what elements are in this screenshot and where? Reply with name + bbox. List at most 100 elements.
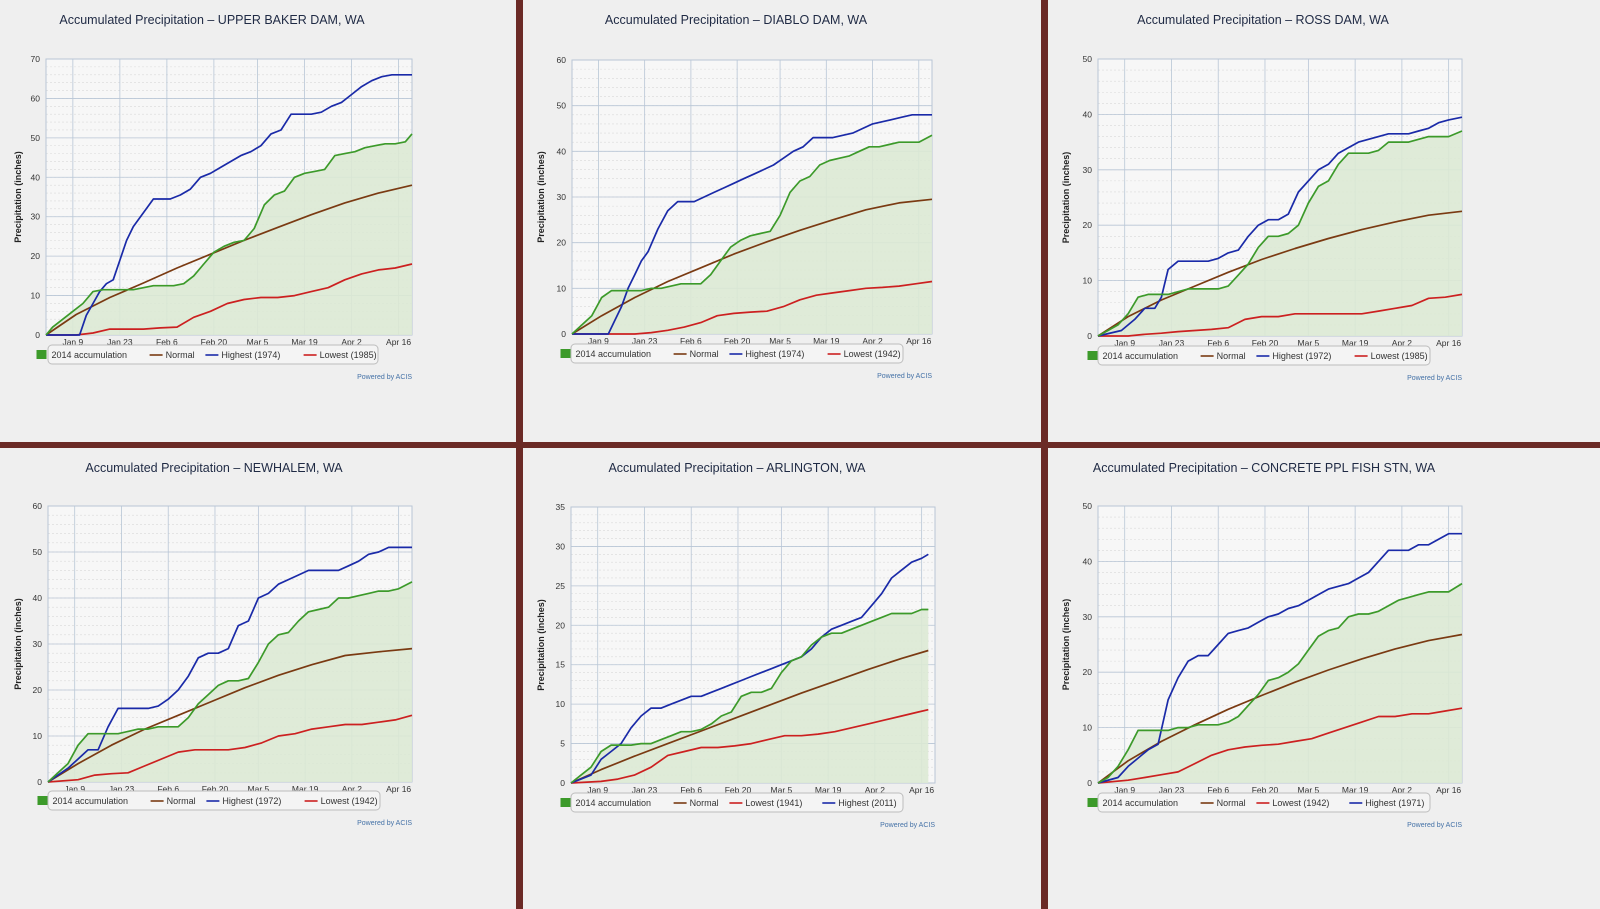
x-tick-label: Jan 9: [588, 336, 609, 346]
y-tick-label: 0: [1087, 331, 1092, 341]
chart-svg: 0 10 20 30 40 50 60 Jan 9 Jan 23 Feb 6 Feb 20 Mar 5…: [536, 13, 933, 380]
series-line-highest-1972: [1097, 116, 1463, 337]
y-tick-label: 60: [557, 55, 567, 65]
series-line-highest-1971: [1097, 532, 1462, 784]
x-tick-label: Jan 23: [632, 785, 658, 795]
x-tick-label: Apr 16: [386, 337, 411, 347]
series-line-lowest-1941: [570, 708, 929, 784]
legend-item-2014-accumulation: 2014 accumulation: [52, 350, 128, 360]
legend-item-highest-1972: Highest (1972): [1272, 351, 1331, 361]
y-tick-label: 30: [557, 192, 567, 202]
y-tick-label: 15: [556, 660, 566, 670]
series-line-highest-1972: [47, 546, 412, 783]
legend-item-normal: Normal: [166, 350, 195, 360]
y-axis-title: Precipitation (inches): [536, 599, 546, 691]
x-tick-label: Mar 19: [1342, 785, 1369, 795]
y-tick-label: 50: [31, 133, 41, 143]
series-line-normal: [570, 649, 929, 784]
x-tick-label: Mar 5: [247, 337, 269, 347]
y-tick-label: 0: [37, 777, 42, 787]
legend-swatch: [1087, 798, 1098, 807]
series-area-2014-accumulation: [571, 609, 929, 783]
x-tick-label: Feb 20: [201, 337, 228, 347]
chart-title: Accumulated Precipitation – CONCRETE PPL…: [1093, 461, 1436, 475]
legend-swatch: [1087, 351, 1098, 360]
series-line-lowest-1942: [1097, 707, 1463, 784]
x-tick-label: Feb 20: [202, 784, 229, 794]
x-tick-label: Apr 2: [1392, 338, 1413, 348]
series-line-normal: [571, 198, 933, 335]
x-tick-label: Jan 9: [587, 785, 608, 795]
series-line-normal: [1097, 210, 1463, 337]
x-tick-label: Apr 2: [341, 337, 362, 347]
y-tick-label: 20: [556, 620, 566, 630]
legend-swatch: [37, 796, 48, 805]
series-line-lowest-1942: [47, 714, 413, 783]
x-tick-label: Feb 20: [724, 336, 751, 346]
x-tick-label: Feb 6: [680, 336, 702, 346]
x-tick-label: Jan 23: [109, 784, 135, 794]
legend-item-lowest-1942: Lowest (1942): [321, 796, 378, 806]
legend-item-lowest-1985: Lowest (1985): [1371, 351, 1428, 361]
y-tick-label: 30: [1083, 165, 1093, 175]
y-tick-label: 50: [1083, 501, 1093, 511]
x-tick-label: Apr 2: [1392, 785, 1413, 795]
y-tick-label: 0: [35, 330, 40, 340]
y-tick-label: 20: [1083, 220, 1093, 230]
y-axis-title: Precipitation (inches): [13, 151, 23, 243]
series-area-2014-accumulation: [572, 135, 932, 334]
x-tick-label: Jan 23: [107, 337, 133, 347]
series-line-2014-accumulation: [45, 133, 413, 336]
y-tick-label: 25: [556, 581, 566, 591]
y-tick-label: 0: [1087, 778, 1092, 788]
powered-by-credit: Powered by ACIS: [877, 373, 932, 380]
x-tick-label: Apr 2: [862, 336, 883, 346]
y-tick-label: 10: [1083, 723, 1093, 733]
chart-panel-1: 0 10 20 30 40 50 60 70 Jan 9 Jan 23 Feb 6 Feb 20 Mar…: [0, 0, 516, 442]
x-tick-label: Jan 9: [64, 784, 85, 794]
legend-item-highest-1974: Highest (1974): [221, 350, 280, 360]
y-axis-title: Precipitation (inches): [1061, 599, 1071, 691]
x-tick-label: Apr 2: [342, 784, 363, 794]
x-tick-label: Feb 6: [1207, 338, 1229, 348]
y-tick-label: 40: [1083, 556, 1093, 566]
series-line-2014-accumulation: [47, 581, 413, 783]
chart-panel-6: 0 10 20 30 40 50 Jan 9 Jan 23 Feb 6 Feb 20 Mar 5 Ma…: [1048, 448, 1600, 909]
chart-panel-3: 0 10 20 30 40 50 Jan 9 Jan 23 Feb 6 Feb 20 Mar 5 Ma…: [1048, 0, 1600, 442]
x-tick-label: Jan 9: [62, 337, 83, 347]
y-tick-label: 35: [556, 502, 566, 512]
x-tick-label: Feb 20: [1252, 338, 1279, 348]
x-tick-label: Feb 6: [680, 785, 702, 795]
y-tick-label: 60: [33, 501, 43, 511]
y-tick-label: 30: [556, 541, 566, 551]
x-tick-label: Mar 19: [815, 785, 842, 795]
y-tick-label: 30: [1083, 612, 1093, 622]
y-tick-label: 10: [557, 283, 567, 293]
series-line-lowest-1942: [572, 280, 933, 335]
series-area-2014-accumulation: [1098, 583, 1462, 783]
x-tick-label: Mar 5: [771, 785, 793, 795]
y-tick-label: 70: [31, 54, 41, 64]
x-tick-label: Jan 9: [1114, 338, 1135, 348]
y-tick-label: 10: [556, 699, 566, 709]
powered-by-credit: Powered by ACIS: [1407, 375, 1462, 382]
chart-svg: 0 5 10 15 20 25 30 35 Jan 9 Jan 23 Feb 6 Feb 20 Mar …: [536, 461, 936, 829]
legend-swatch: [560, 349, 571, 358]
y-tick-label: 50: [1083, 54, 1093, 64]
x-tick-label: Jan 23: [632, 336, 658, 346]
powered-by-credit: Powered by ACIS: [1407, 822, 1462, 829]
y-tick-label: 40: [33, 593, 43, 603]
y-axis-title: Precipitation (inches): [536, 151, 546, 243]
x-tick-label: Apr 16: [386, 784, 411, 794]
series-line-2014-accumulation: [1097, 130, 1463, 337]
series-line-lowest-1985: [1098, 293, 1463, 337]
x-tick-label: Mar 19: [292, 784, 319, 794]
series-line-highest-2011: [570, 553, 929, 784]
x-tick-label: Apr 16: [1436, 785, 1461, 795]
y-tick-label: 20: [557, 238, 567, 248]
legend-item-lowest-1942: Lowest (1942): [1272, 798, 1329, 808]
series-line-highest-1974: [46, 73, 412, 336]
legend-item-highest-1972: Highest (1972): [222, 796, 281, 806]
y-tick-label: 10: [1083, 276, 1093, 286]
